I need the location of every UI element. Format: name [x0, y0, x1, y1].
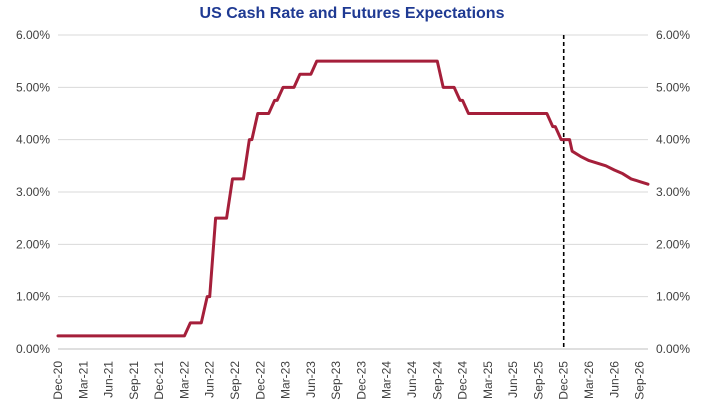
- x-tick-label: Jun-22: [203, 361, 217, 398]
- x-tick-label: Mar-23: [279, 361, 293, 399]
- x-tick-label: Jun-26: [607, 361, 621, 398]
- y-tick-label-right: 4.00%: [656, 133, 690, 147]
- x-tick-label: Sep-25: [531, 361, 545, 400]
- x-tick-label: Dec-21: [152, 361, 166, 400]
- y-tick-label-left: 4.00%: [16, 133, 50, 147]
- y-tick-label-right: 5.00%: [656, 80, 690, 94]
- x-tick-label: Mar-26: [582, 361, 596, 399]
- x-tick-label: Dec-20: [51, 361, 65, 400]
- x-tick-label: Jun-23: [304, 361, 318, 398]
- x-tick-label: Jun-25: [506, 361, 520, 398]
- y-tick-label-left: 1.00%: [16, 290, 50, 304]
- x-axis: Dec-20 Mar-21 Jun-21 Sep-21 Dec-21 Mar-22 Jun-…: [51, 361, 647, 400]
- y-tick-label-right: 1.00%: [656, 290, 690, 304]
- x-tick-label: Sep-24: [430, 361, 444, 400]
- y-tick-label-right: 6.00%: [656, 28, 690, 42]
- y-tick-label-left: 3.00%: [16, 185, 50, 199]
- x-tick-label: Jun-21: [102, 361, 116, 398]
- chart-title: US Cash Rate and Futures Expectations: [200, 5, 505, 22]
- gridlines: [58, 34, 648, 350]
- x-tick-label: Dec-23: [354, 361, 368, 400]
- y-tick-label-right: 2.00%: [656, 237, 690, 251]
- x-tick-label: Sep-26: [633, 361, 647, 400]
- x-tick-label: Mar-21: [76, 361, 90, 399]
- x-tick-label: Sep-21: [127, 361, 141, 400]
- x-tick-label: Mar-24: [380, 361, 394, 399]
- series-line-us-cash-rate: [56, 59, 650, 338]
- y-tick-label-left: 6.00%: [16, 28, 50, 42]
- x-tick-label: Mar-22: [177, 361, 191, 399]
- x-tick-label: Mar-25: [481, 361, 495, 399]
- series-group: [56, 59, 650, 338]
- x-tick-label: Sep-23: [329, 361, 343, 400]
- y-tick-label-left: 0.00%: [16, 342, 50, 356]
- x-tick-label: Dec-24: [456, 361, 470, 400]
- x-tick-label: Dec-25: [557, 361, 571, 400]
- y-tick-label-left: 5.00%: [16, 80, 50, 94]
- y-axis-right: 0.00% 1.00% 2.00% 3.00% 4.00% 5.00% 6.00%: [656, 28, 690, 356]
- y-axis-left: 0.00% 1.00% 2.00% 3.00% 4.00% 5.00% 6.00%: [16, 28, 50, 356]
- x-tick-label: Sep-22: [228, 361, 242, 400]
- y-tick-label-right: 0.00%: [656, 342, 690, 356]
- y-tick-label-left: 2.00%: [16, 237, 50, 251]
- y-tick-label-right: 3.00%: [656, 185, 690, 199]
- x-tick-label: Dec-22: [253, 361, 267, 400]
- x-tick-label: Jun-24: [405, 361, 419, 398]
